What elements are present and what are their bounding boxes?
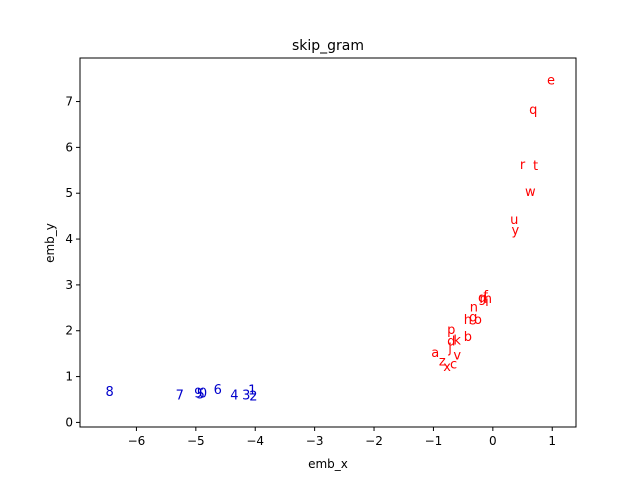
x-tick-label: 0 bbox=[489, 434, 497, 448]
data-point-label: c bbox=[450, 358, 457, 373]
data-point-label: x bbox=[443, 360, 451, 375]
data-point-label: r bbox=[520, 158, 526, 173]
y-tick-label: 4 bbox=[65, 232, 73, 246]
data-point-label: 1 bbox=[248, 384, 256, 399]
data-point-label: a bbox=[431, 346, 439, 361]
data-point-label: n bbox=[470, 300, 478, 315]
plot-frame bbox=[79, 57, 577, 428]
chart-title: skip_gram bbox=[292, 38, 364, 54]
data-point-label: w bbox=[525, 185, 536, 200]
y-tick-label: 7 bbox=[65, 95, 73, 109]
y-axis-label: emb_y bbox=[43, 223, 57, 263]
data-point-label: u bbox=[510, 213, 518, 228]
x-tick-label: −4 bbox=[246, 434, 264, 448]
data-point-label: y bbox=[512, 223, 520, 238]
data-point-label: 4 bbox=[230, 388, 238, 403]
data-point-label: e bbox=[547, 73, 555, 88]
data-point-label: 3 bbox=[242, 388, 250, 403]
data-point-label: 8 bbox=[106, 385, 114, 400]
data-point-label: 5 bbox=[196, 387, 204, 402]
x-tick-label: −2 bbox=[365, 434, 383, 448]
data-point-label: h bbox=[464, 313, 472, 328]
y-tick-label: 1 bbox=[65, 370, 73, 384]
data-point-label: j bbox=[447, 342, 452, 357]
x-tick-label: −3 bbox=[306, 434, 324, 448]
data-point-label: k bbox=[453, 333, 461, 348]
data-point-label: z bbox=[439, 354, 446, 369]
data-point-label: i bbox=[485, 295, 489, 310]
data-point-label: 7 bbox=[176, 388, 184, 403]
y-tick-label: 6 bbox=[65, 140, 73, 154]
y-tick-label: 0 bbox=[65, 415, 73, 429]
x-tick-label: 1 bbox=[548, 434, 556, 448]
data-point-label: d bbox=[447, 335, 455, 350]
data-point-label: t bbox=[533, 159, 538, 174]
x-tick-label: −6 bbox=[128, 434, 146, 448]
x-tick-label: −1 bbox=[425, 434, 443, 448]
data-point-label: b bbox=[464, 330, 472, 345]
data-point-label: f bbox=[483, 289, 488, 304]
data-point-label: g bbox=[469, 310, 477, 325]
y-tick-label: 5 bbox=[65, 186, 73, 200]
x-axis-label: emb_x bbox=[308, 457, 348, 471]
x-tick-label: −5 bbox=[187, 434, 205, 448]
data-point-label: m bbox=[479, 292, 492, 307]
data-point-label: v bbox=[453, 348, 461, 363]
y-tick-label: 3 bbox=[65, 278, 73, 292]
y-tick-label: 2 bbox=[65, 324, 73, 338]
data-point-label: 0 bbox=[199, 386, 207, 401]
data-point-label: q bbox=[529, 103, 537, 118]
data-point-label: 2 bbox=[249, 390, 257, 405]
data-point-label: o bbox=[474, 313, 482, 328]
data-point-label: p bbox=[447, 323, 455, 338]
data-point-label: 6 bbox=[214, 383, 222, 398]
data-point-label: g bbox=[478, 291, 486, 306]
data-point-label: 9 bbox=[194, 386, 202, 401]
